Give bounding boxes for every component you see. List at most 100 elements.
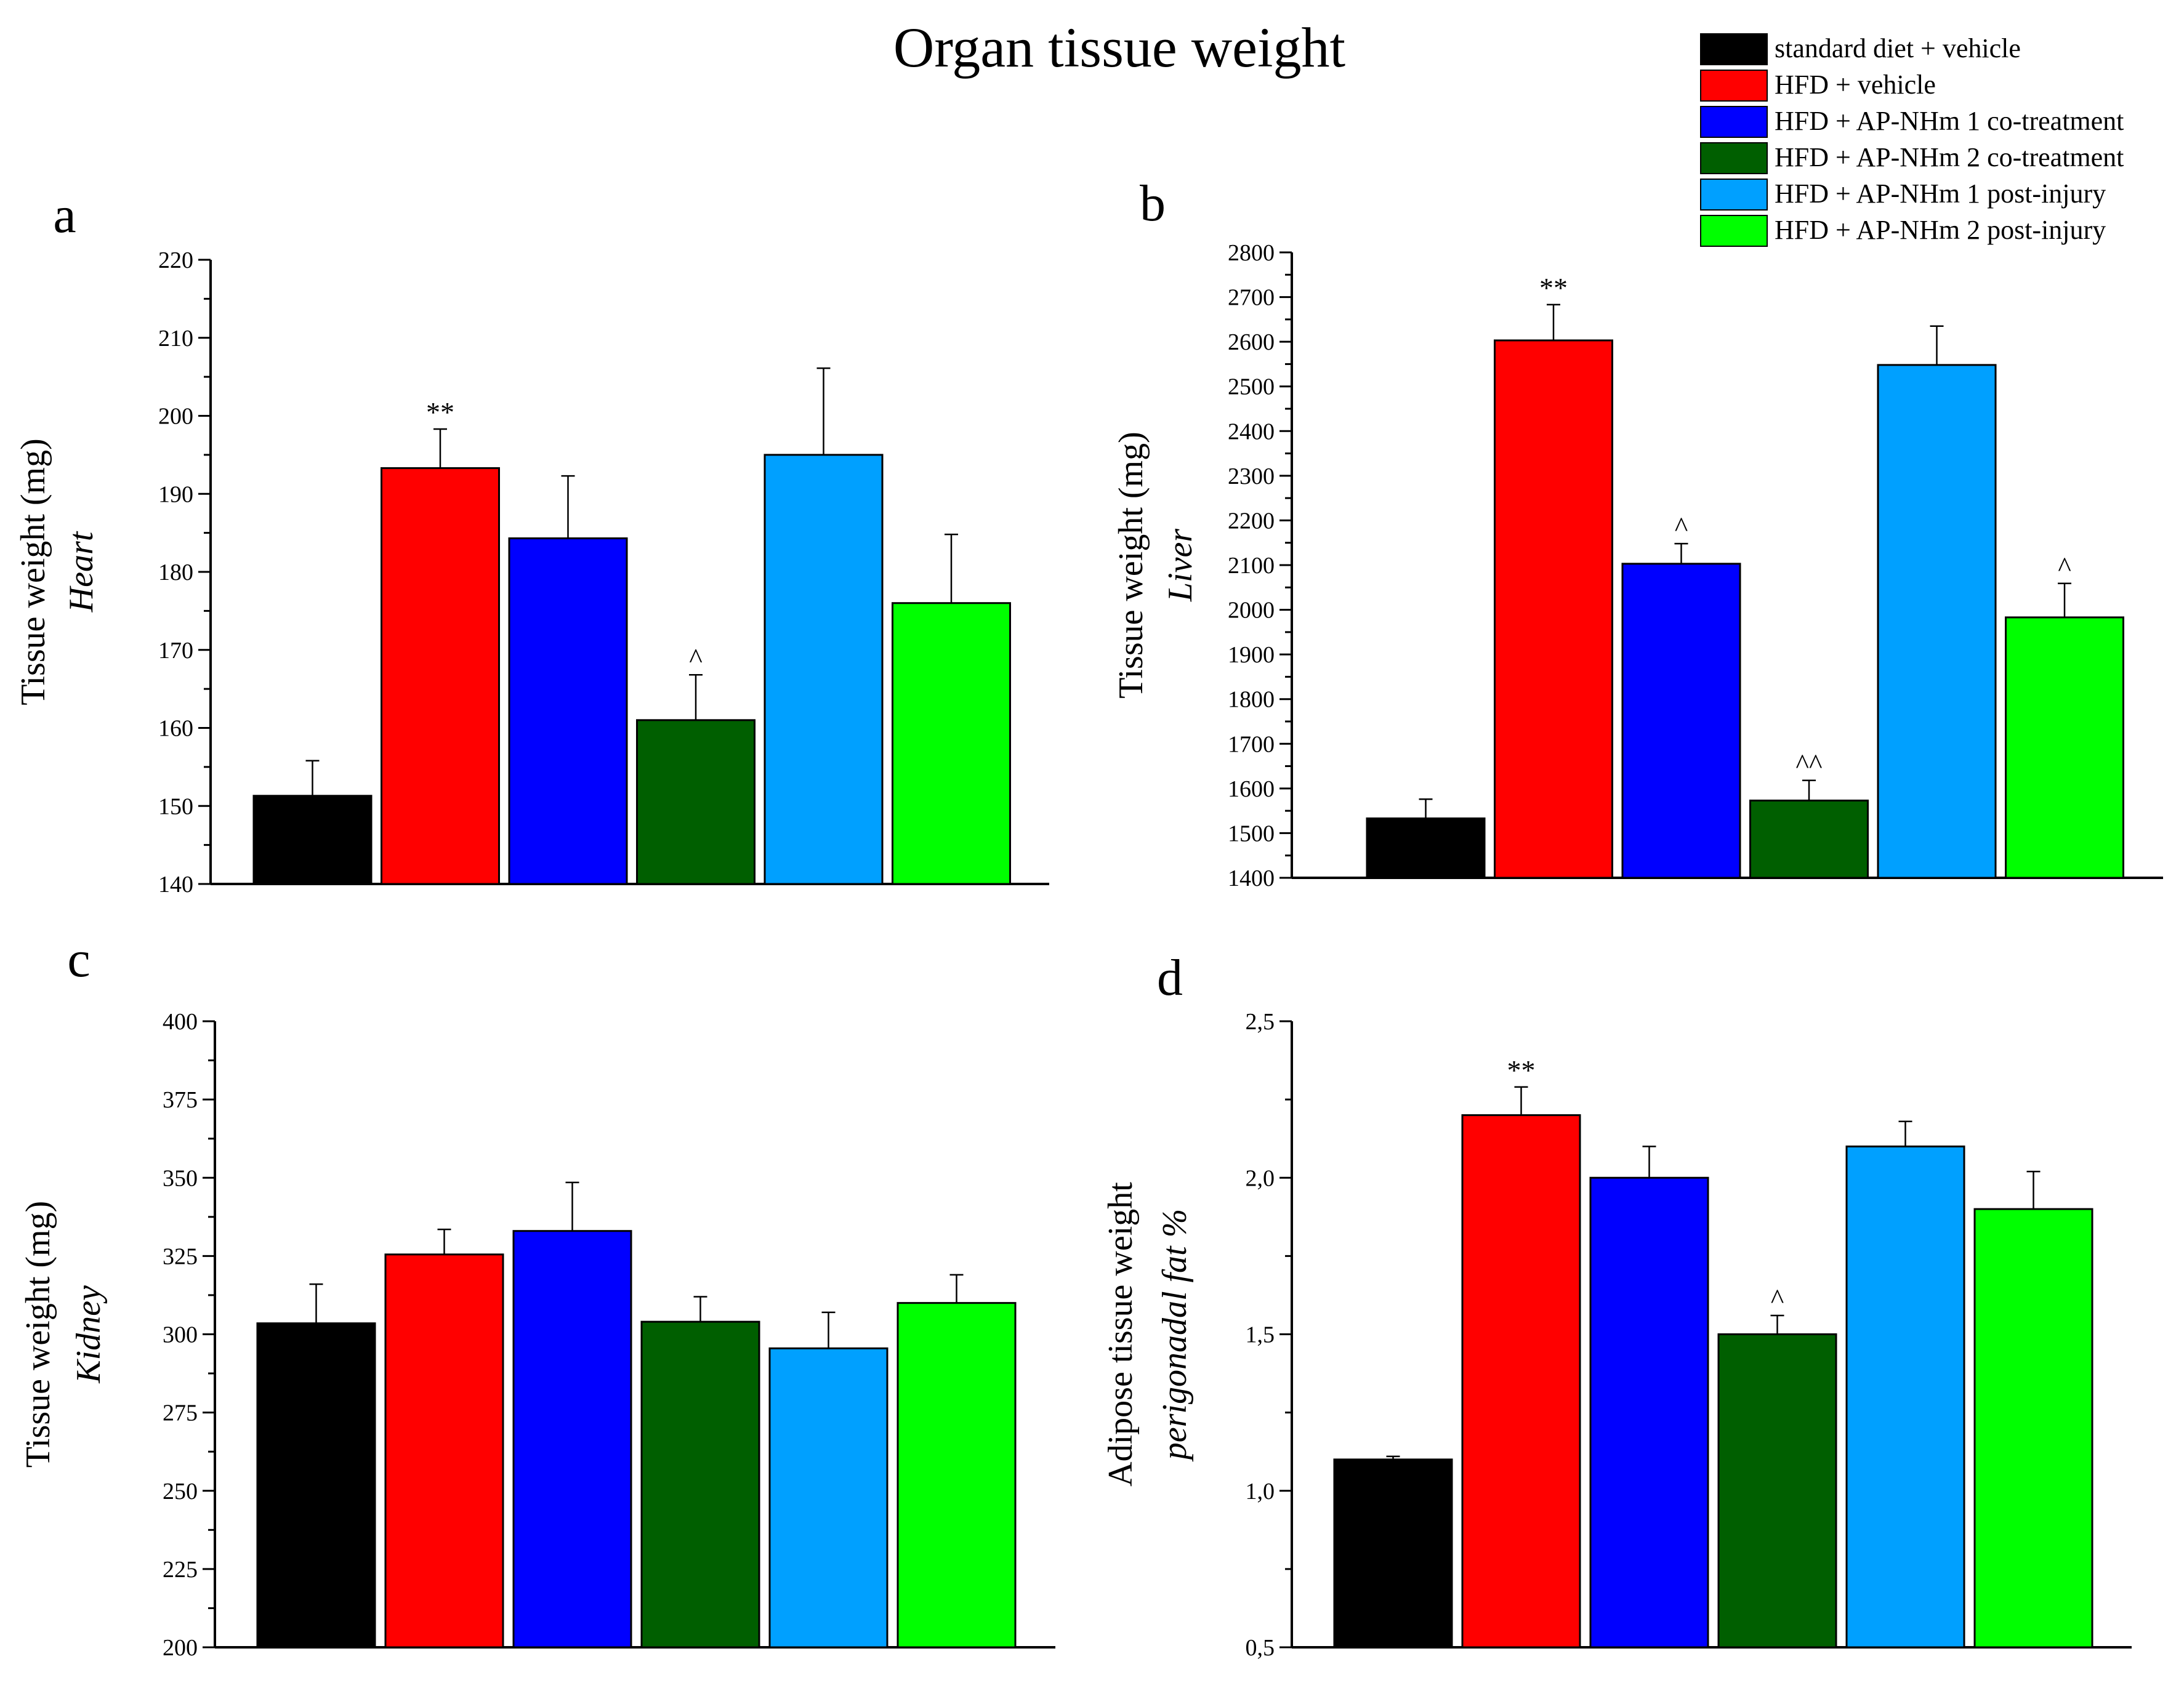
panel-letter-c: c <box>67 931 90 988</box>
legend-swatch-3 <box>1700 106 1768 138</box>
y-tick-label: 400 <box>163 1009 198 1035</box>
bar-b-3 <box>1621 563 1741 879</box>
significance-mark: ** <box>1507 1054 1536 1086</box>
legend-label-2: HFD + vehicle <box>1775 70 1936 100</box>
legend-swatch-2 <box>1700 70 1768 102</box>
bar-c-4 <box>640 1320 760 1649</box>
panel-letter-d: d <box>1157 949 1183 1006</box>
significance-mark: ^ <box>689 642 703 673</box>
y-tick-label: 1,5 <box>1246 1322 1275 1348</box>
legend-swatch-5 <box>1700 179 1768 211</box>
y-axis-subtitle: perigonadal fat % <box>1156 1209 1194 1463</box>
bar-a-2 <box>381 467 500 885</box>
bar-c-1 <box>256 1322 376 1649</box>
legend-swatch-6 <box>1700 215 1768 247</box>
y-tick-label: 150 <box>158 793 193 819</box>
legend: standard diet + vehicle HFD + vehicle HFD … <box>1700 33 2124 247</box>
bar-a-6 <box>892 602 1011 885</box>
bar-b-5 <box>1877 364 1997 879</box>
significance-mark: ** <box>1539 272 1568 303</box>
y-tick-label: 250 <box>163 1479 198 1504</box>
bar-d-5 <box>1845 1145 1965 1649</box>
y-tick-label: 2000 <box>1228 598 1275 624</box>
y-tick-label: 0,5 <box>1246 1635 1275 1661</box>
bar-b-2 <box>1494 339 1613 879</box>
y-tick-label: 1500 <box>1228 821 1275 846</box>
bar-b-4 <box>1749 799 1869 879</box>
y-tick-label: 220 <box>158 247 193 273</box>
legend-label-4: HFD + AP-NHm 2 co-treatment <box>1775 142 2124 172</box>
significance-mark: ^ <box>2058 551 2071 582</box>
panel-kidney: c 200 225 250 275 300 325 350 375 400 Tissue weigh… <box>19 931 1055 1661</box>
y-tick-label: 2,0 <box>1246 1165 1275 1191</box>
panel-letter-b: b <box>1140 175 1166 232</box>
bar-c-2 <box>384 1253 504 1649</box>
bar-d-6 <box>1973 1208 2093 1649</box>
bar-c-5 <box>768 1347 889 1649</box>
y-tick-label: 2500 <box>1228 374 1275 400</box>
y-tick-label: 2400 <box>1228 419 1275 444</box>
y-tick-label: 140 <box>158 872 193 898</box>
panel-letter-a: a <box>53 187 76 244</box>
y-tick-label: 375 <box>163 1087 198 1113</box>
bar-a-4 <box>636 719 756 885</box>
y-tick-label: 2,5 <box>1246 1009 1275 1035</box>
y-tick-label: 180 <box>158 560 193 585</box>
significance-mark: ** <box>426 396 454 428</box>
y-tick-label: 1600 <box>1228 776 1275 802</box>
y-axis-title: Tissue weight (mg) <box>14 438 52 705</box>
y-axis-subtitle: Heart <box>62 531 100 613</box>
bar-a-5 <box>764 454 884 885</box>
legend-swatch-4 <box>1700 142 1768 174</box>
y-tick-label: 210 <box>158 326 193 351</box>
y-tick-label: 2200 <box>1228 508 1275 534</box>
y-axis-title: Tissue weight (mg) <box>19 1201 57 1468</box>
y-tick-label: 160 <box>158 716 193 742</box>
bar-a-1 <box>252 795 373 885</box>
y-tick-label: 300 <box>163 1322 198 1348</box>
y-tick-label: 1900 <box>1228 642 1275 668</box>
bar-d-3 <box>1589 1176 1709 1649</box>
significance-mark: ^ <box>1771 1283 1784 1314</box>
y-axis-subtitle: Liver <box>1161 529 1199 602</box>
y-axis-subtitle: Kidney <box>70 1285 108 1384</box>
y-tick-label: 2600 <box>1228 329 1275 355</box>
bar-c-3 <box>512 1230 632 1649</box>
y-tick-label: 225 <box>163 1557 198 1583</box>
legend-label-5: HFD + AP-NHm 1 post-injury <box>1775 179 2106 209</box>
y-tick-label: 190 <box>158 481 193 507</box>
panel-liver: b 1400 1500 1600 1700 1800 1900 2000 2100 2200 230… <box>1112 175 2163 891</box>
y-tick-label: 275 <box>163 1400 198 1426</box>
y-tick-label: 2100 <box>1228 553 1275 579</box>
y-tick-label: 200 <box>158 404 193 430</box>
y-axis-title: Adipose tissue weight <box>1102 1182 1140 1487</box>
legend-label-3: HFD + AP-NHm 1 co-treatment <box>1775 106 2124 136</box>
legend-label-6: HFD + AP-NHm 2 post-injury <box>1775 215 2106 245</box>
y-tick-label: 1400 <box>1228 866 1275 891</box>
bar-b-1 <box>1366 817 1486 879</box>
y-tick-label: 350 <box>163 1165 198 1191</box>
bar-c-6 <box>897 1302 1017 1649</box>
panel-heart: a 140 150 160 170 180 190 200 210 220 Tissue weigh… <box>14 187 1049 898</box>
y-tick-label: 2300 <box>1228 464 1275 489</box>
legend-label-1: standard diet + vehicle <box>1775 33 2021 63</box>
y-tick-label: 1800 <box>1228 687 1275 713</box>
bar-b-6 <box>2005 616 2124 879</box>
legend-swatch-1 <box>1700 33 1768 65</box>
y-tick-label: 170 <box>158 638 193 664</box>
y-tick-label: 2800 <box>1228 240 1275 266</box>
bar-a-3 <box>508 537 628 885</box>
significance-mark: ^ <box>1675 511 1688 542</box>
y-tick-label: 1,0 <box>1246 1479 1275 1504</box>
figure-title: Organ tissue weight <box>893 16 1346 79</box>
bar-d-2 <box>1461 1114 1581 1649</box>
y-axis-title: Tissue weight (mg) <box>1112 432 1150 699</box>
bar-d-4 <box>1717 1333 1837 1649</box>
panel-adipose: d 0,5 1,0 1,5 2,0 2,5 Adipose tissue weight per… <box>1102 949 2132 1661</box>
y-tick-label: 200 <box>163 1635 198 1661</box>
bar-d-1 <box>1333 1458 1453 1649</box>
y-tick-label: 2700 <box>1228 285 1275 311</box>
y-tick-label: 1700 <box>1228 731 1275 757</box>
